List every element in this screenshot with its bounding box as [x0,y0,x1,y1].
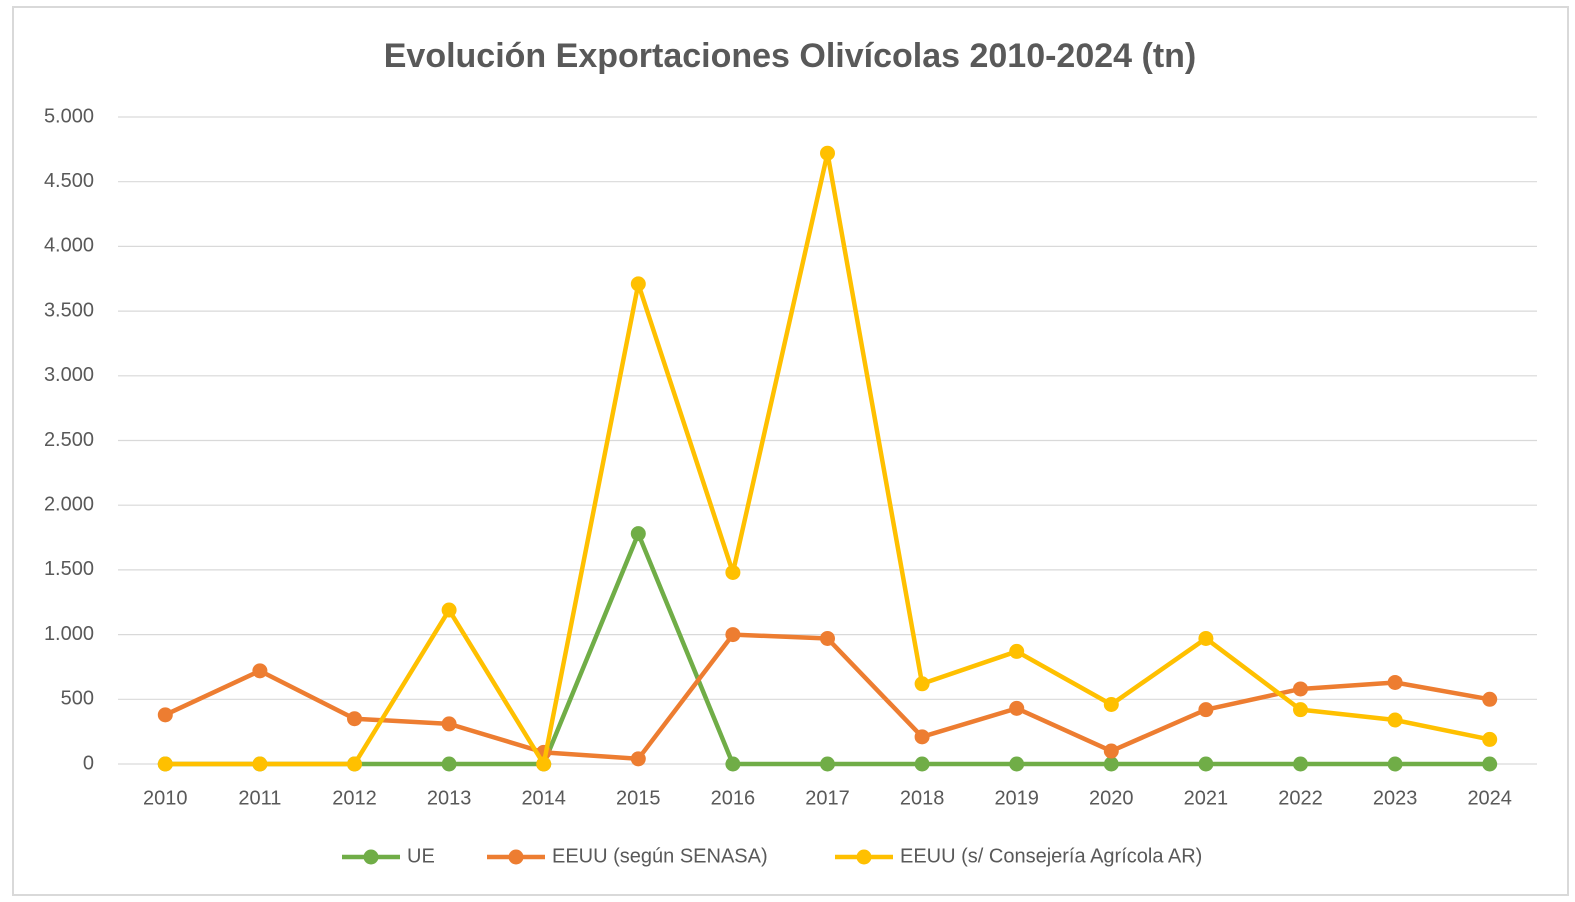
data-point [914,729,930,745]
legend-marker [856,849,872,865]
data-point [914,756,930,772]
chart-title: Evolución Exportaciones Olivícolas 2010-… [384,37,1197,75]
legend-marker [363,849,379,865]
data-point [157,756,173,772]
y-tick-label: 3.000 [44,364,94,386]
data-point [1198,630,1214,646]
x-tick-label: 2023 [1373,787,1418,809]
data-point [1387,756,1403,772]
data-point [1482,731,1498,747]
data-point [441,716,457,732]
x-tick-label: 2016 [711,787,756,809]
legend-label: EEUU (s/ Consejería Agrícola AR) [900,845,1202,867]
data-point [1009,700,1025,716]
data-point [630,526,646,542]
data-point [1198,702,1214,718]
data-point [1387,674,1403,690]
data-point [252,756,268,772]
data-point [536,756,552,772]
data-point [441,602,457,618]
data-point [1387,712,1403,728]
chart-frame [12,6,1569,896]
data-point [347,756,362,772]
data-point [630,751,646,767]
x-tick-label: 2020 [1089,787,1134,809]
data-point [820,630,835,646]
x-tick-label: 2021 [1184,787,1229,809]
x-tick-label: 2014 [521,787,566,809]
data-point [725,627,741,643]
data-point [630,276,646,292]
x-tick-label: 2015 [616,787,661,809]
data-point [157,707,173,723]
legend-label: EEUU (según SENASA) [552,845,768,867]
data-point [1009,643,1025,659]
x-tick-label: 2012 [332,787,377,809]
y-tick-label: 3.500 [44,299,94,321]
y-tick-label: 2.500 [44,429,94,451]
y-tick-label: 0 [83,752,94,774]
data-point [1293,681,1308,697]
data-point [1482,691,1498,707]
x-tick-label: 2011 [238,787,281,809]
y-tick-label: 500 [61,688,94,710]
x-tick-label: 2024 [1467,787,1512,809]
data-point [1103,756,1119,772]
data-point [820,145,835,161]
y-tick-label: 1.500 [44,558,94,580]
data-point [820,756,835,772]
x-tick-label: 2013 [427,787,472,809]
data-point [1103,696,1119,712]
data-point [725,756,741,772]
data-point [1293,702,1308,718]
y-tick-label: 5.000 [44,105,94,127]
y-tick-label: 4.000 [44,235,94,257]
legend-label: UE [407,845,435,867]
data-point [252,663,268,679]
x-tick-label: 2010 [143,787,188,809]
y-tick-label: 4.500 [44,170,94,192]
data-point [914,676,930,692]
x-tick-label: 2017 [805,787,850,809]
legend-marker [508,849,524,865]
data-point [1198,756,1214,772]
data-point [1482,756,1498,772]
data-point [1293,756,1308,772]
data-point [347,711,362,727]
y-tick-label: 2.000 [44,493,94,515]
x-tick-label: 2019 [994,787,1039,809]
x-tick-label: 2022 [1278,787,1323,809]
y-tick-label: 1.000 [44,623,94,645]
data-point [1009,756,1025,772]
data-point [725,564,741,580]
data-point [441,756,457,772]
data-point [1103,743,1119,759]
x-tick-label: 2018 [900,787,945,809]
